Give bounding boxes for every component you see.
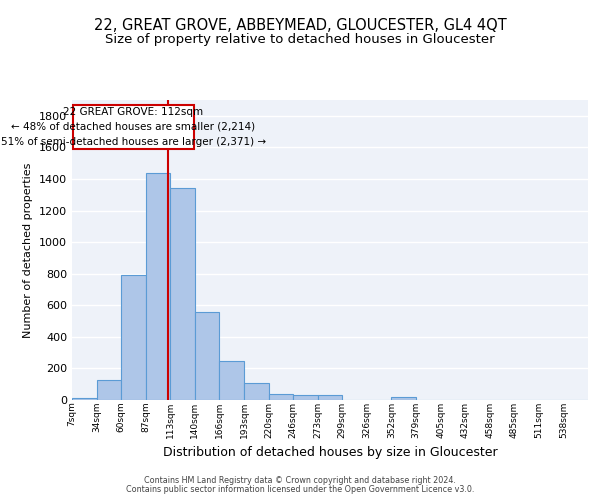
Text: Contains HM Land Registry data © Crown copyright and database right 2024.: Contains HM Land Registry data © Crown c… xyxy=(144,476,456,485)
Bar xyxy=(244,382,269,400)
Text: Size of property relative to detached houses in Gloucester: Size of property relative to detached ho… xyxy=(105,32,495,46)
Text: ← 48% of detached houses are smaller (2,214): ← 48% of detached houses are smaller (2,… xyxy=(11,122,256,132)
Bar xyxy=(72,398,97,400)
Bar xyxy=(121,276,146,400)
Text: 22, GREAT GROVE, ABBEYMEAD, GLOUCESTER, GL4 4QT: 22, GREAT GROVE, ABBEYMEAD, GLOUCESTER, … xyxy=(94,18,506,32)
Bar xyxy=(146,174,170,400)
Y-axis label: Number of detached properties: Number of detached properties xyxy=(23,162,34,338)
Text: Contains public sector information licensed under the Open Government Licence v3: Contains public sector information licen… xyxy=(126,485,474,494)
X-axis label: Distribution of detached houses by size in Gloucester: Distribution of detached houses by size … xyxy=(163,446,497,459)
Bar xyxy=(220,360,244,400)
Text: 51% of semi-detached houses are larger (2,371) →: 51% of semi-detached houses are larger (… xyxy=(1,136,266,146)
Bar xyxy=(195,312,220,400)
Bar xyxy=(391,397,416,400)
Bar xyxy=(170,188,195,400)
Bar xyxy=(269,394,293,400)
Bar xyxy=(293,396,318,400)
FancyBboxPatch shape xyxy=(73,104,194,149)
Bar xyxy=(97,380,121,400)
Bar xyxy=(318,396,342,400)
Text: 22 GREAT GROVE: 112sqm: 22 GREAT GROVE: 112sqm xyxy=(64,107,203,117)
